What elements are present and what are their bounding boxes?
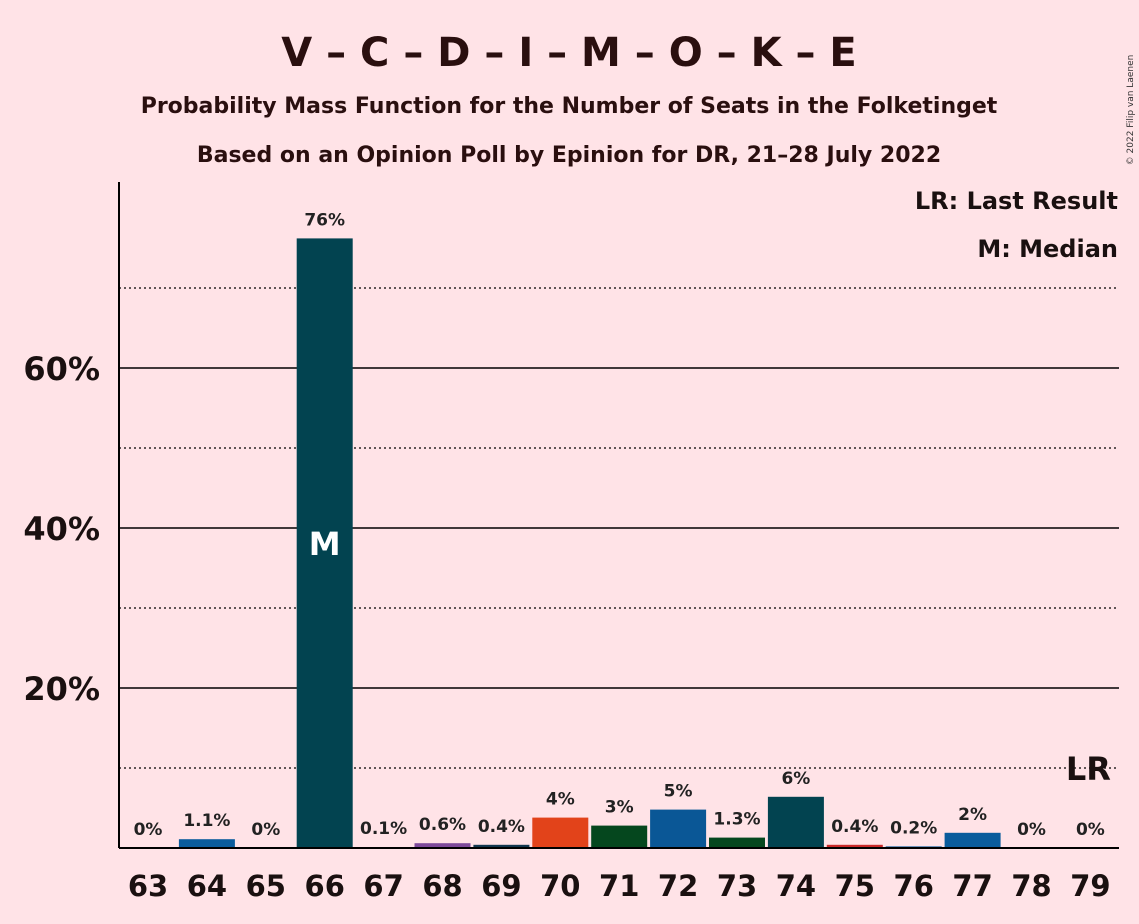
x-tick-label: 73 xyxy=(717,869,757,903)
x-tick-label: 71 xyxy=(599,869,639,903)
data-label: 1.3% xyxy=(713,810,760,830)
bar-seat-72 xyxy=(650,809,707,848)
data-labels-group: 0% 1.1% 0% 76% 0.1% 0.6% 0.4% 4% 3% 5% 1.3% 6% 0.4% 0… xyxy=(134,210,1105,840)
data-label: 2% xyxy=(958,805,987,825)
data-label: 0% xyxy=(134,820,163,840)
x-tick-label: 70 xyxy=(540,869,580,903)
chart-title: V – C – D – I – M – O – K – E xyxy=(281,30,857,76)
data-label: 0% xyxy=(1017,820,1046,840)
bar-seat-71 xyxy=(591,825,648,848)
data-label: 0.1% xyxy=(360,819,407,839)
y-tick-label: 40% xyxy=(23,510,100,548)
x-tick-label: 66 xyxy=(305,869,345,903)
x-axis-ticks: 63 64 65 66 67 68 69 70 71 72 73 74 75 76 77 78 79 xyxy=(128,869,1111,903)
bar-seat-75 xyxy=(826,844,883,848)
y-tick-label: 60% xyxy=(23,350,100,388)
legend-last-result: LR: Last Result xyxy=(915,187,1118,215)
bar-seat-73 xyxy=(709,837,765,848)
data-label: 0.4% xyxy=(478,817,525,837)
chart-subtitle-2: Based on an Opinion Poll by Epinion for … xyxy=(197,143,941,168)
bar-seat-77 xyxy=(944,832,1001,848)
last-result-marker: LR xyxy=(1066,750,1111,788)
chart-subtitle-1: Probability Mass Function for the Number… xyxy=(141,94,998,119)
bar-seat-68 xyxy=(414,843,471,848)
data-label: 0.2% xyxy=(890,818,937,838)
bar-seat-70 xyxy=(532,817,589,848)
data-label: 3% xyxy=(605,798,634,818)
data-label: 0% xyxy=(251,820,280,840)
x-tick-label: 74 xyxy=(776,869,816,903)
data-label: 5% xyxy=(664,782,693,802)
x-tick-label: 67 xyxy=(363,869,403,903)
x-tick-label: 64 xyxy=(187,869,227,903)
x-tick-label: 69 xyxy=(481,869,521,903)
data-label: 76% xyxy=(304,210,345,230)
bar-seat-64 xyxy=(178,839,235,848)
gridlines xyxy=(119,287,1119,769)
x-tick-label: 79 xyxy=(1070,869,1110,903)
y-tick-label: 20% xyxy=(23,670,100,708)
data-label: 0.4% xyxy=(831,817,878,837)
x-tick-label: 76 xyxy=(894,869,934,903)
x-tick-label: 65 xyxy=(246,869,286,903)
data-label: 1.1% xyxy=(183,811,230,831)
legend-median: M: Median xyxy=(977,235,1118,263)
bar-seat-69 xyxy=(473,844,530,848)
bar-seat-74 xyxy=(767,796,824,848)
bar-seat-66 xyxy=(296,238,353,848)
x-tick-label: 63 xyxy=(128,869,168,903)
x-tick-label: 75 xyxy=(835,869,875,903)
y-axis-ticks: 20% 40% 60% xyxy=(23,350,100,708)
copyright-notice: © 2022 Filip van Laenen xyxy=(1126,55,1136,166)
x-tick-label: 68 xyxy=(422,869,462,903)
x-tick-label: 72 xyxy=(658,869,698,903)
x-tick-label: 77 xyxy=(952,869,992,903)
data-label: 4% xyxy=(546,790,575,810)
median-marker: M xyxy=(309,525,341,563)
data-label: 0% xyxy=(1076,820,1105,840)
x-tick-label: 78 xyxy=(1011,869,1051,903)
bars-group xyxy=(178,238,1001,848)
data-label: 6% xyxy=(781,769,810,789)
data-label: 0.6% xyxy=(419,815,466,835)
